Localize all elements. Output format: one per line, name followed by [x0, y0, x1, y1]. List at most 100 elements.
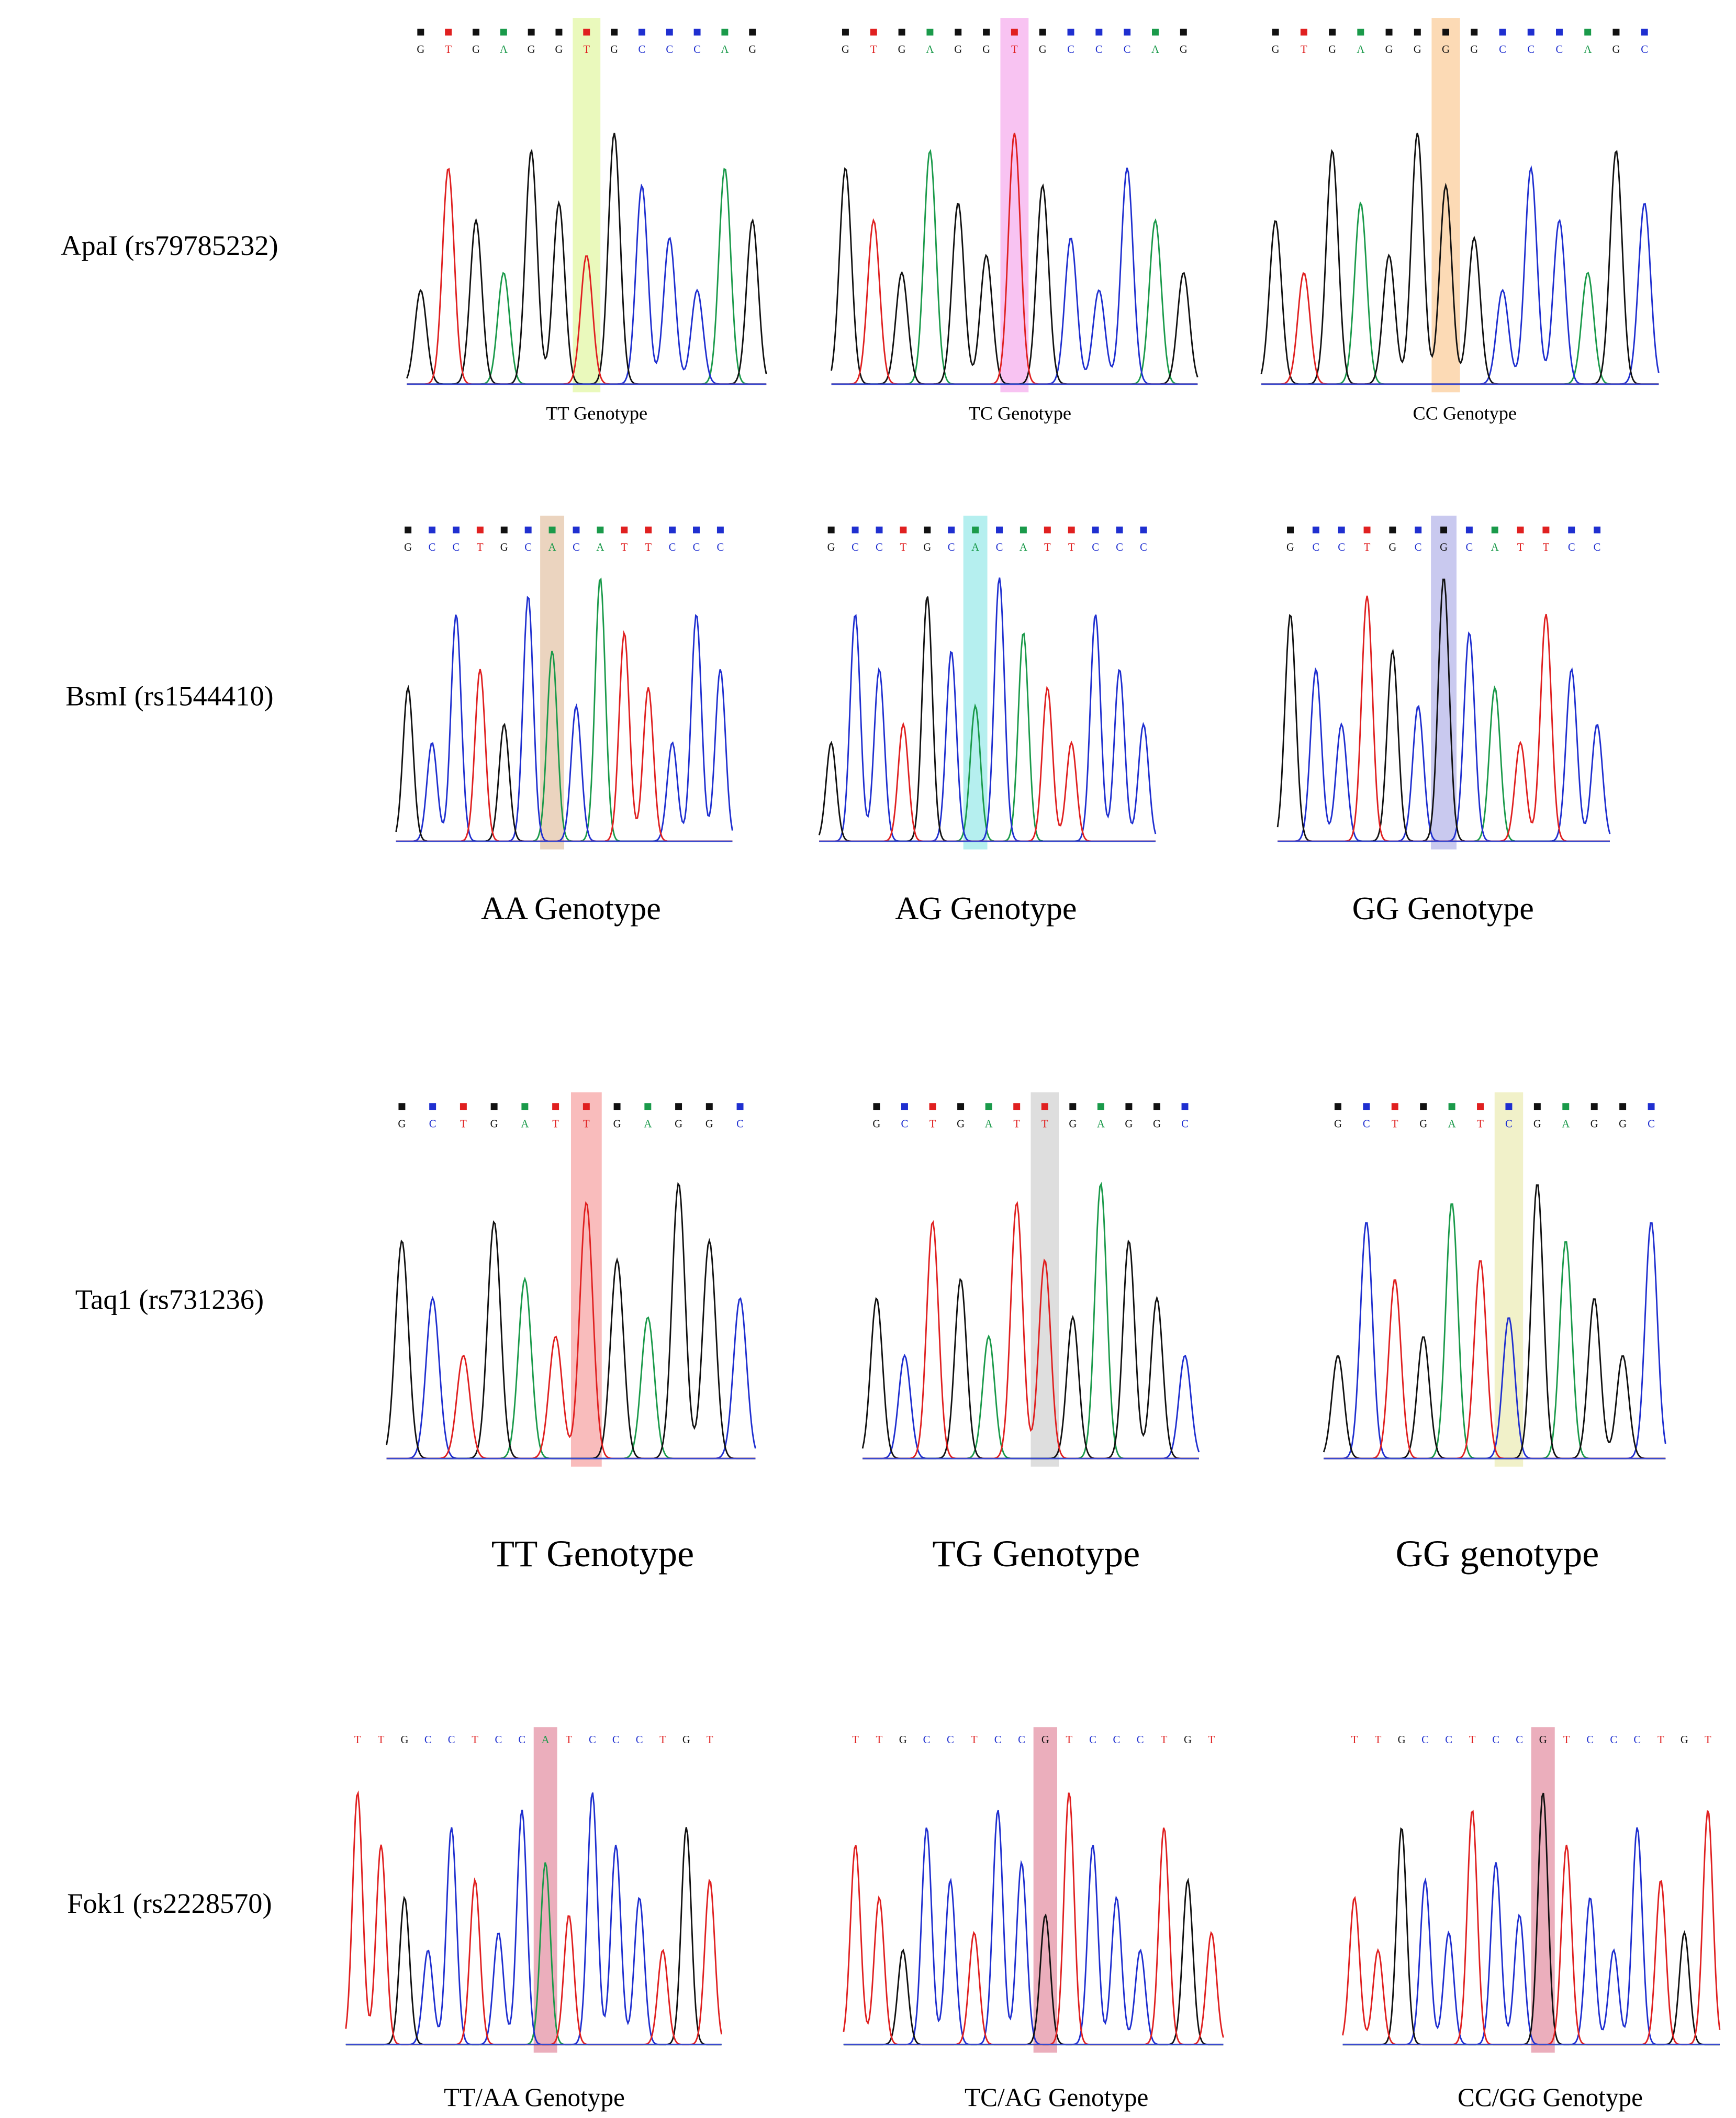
base-square [452, 526, 460, 533]
base-square [1312, 526, 1319, 533]
base-letter: A [926, 44, 934, 55]
base-letter: T [645, 542, 652, 553]
base-square [429, 1103, 436, 1110]
base-letter: A [1357, 44, 1364, 55]
base-letter: C [876, 542, 883, 553]
base-letter: A [542, 1734, 550, 1746]
base-letter: T [378, 1734, 385, 1746]
base-letter: G [705, 1118, 713, 1130]
highlight-band [1494, 1092, 1524, 1467]
base-letter: C [1648, 1118, 1655, 1130]
base-letter: G [1286, 542, 1294, 553]
base-letter: G [398, 1118, 406, 1130]
highlight-band [1000, 18, 1029, 393]
base-letter: C [1113, 1734, 1120, 1746]
base-letter: A [971, 542, 979, 553]
base-square [1300, 28, 1307, 36]
base-square [398, 1103, 406, 1110]
base-letter: G [404, 542, 412, 553]
base-square [1013, 1103, 1021, 1110]
base-square [1414, 28, 1421, 36]
base-square [429, 526, 436, 533]
base-square [1095, 28, 1103, 36]
base-square [1641, 28, 1648, 36]
base-letter: G [1328, 44, 1336, 55]
base-letter: G [1039, 44, 1047, 55]
base-square [1363, 526, 1371, 533]
base-letter: C [1116, 542, 1123, 553]
base-letter: G [1612, 44, 1620, 55]
base-square [842, 28, 849, 36]
base-letter: C [666, 44, 673, 55]
base-letter: G [957, 1118, 965, 1130]
base-square [555, 28, 563, 36]
base-square [524, 526, 532, 533]
base-letter: C [1568, 542, 1575, 553]
base-letter: A [1020, 542, 1027, 553]
chromatogram: G C T G A T C G A G G C GG genotype [1323, 1092, 1666, 1575]
base-square [417, 28, 424, 36]
base-letter: G [1619, 1118, 1627, 1130]
base-letter: C [524, 542, 532, 553]
base-letter: C [1556, 44, 1563, 55]
base-square [405, 526, 412, 533]
base-letter: G [675, 1118, 682, 1130]
base-square [490, 1103, 498, 1110]
base-square [1041, 1103, 1048, 1110]
base-letter: T [472, 1734, 478, 1746]
base-letter: C [1610, 1734, 1617, 1746]
base-square [473, 28, 479, 36]
base-square [1415, 526, 1422, 533]
base-square [1491, 526, 1498, 533]
base-square [583, 28, 590, 36]
genotype-label: AG Genotype [895, 891, 1077, 927]
base-square [827, 526, 835, 533]
chromatogram: G C T G A T T G A G G C TG Genotype [861, 1092, 1200, 1575]
base-letter: G [1398, 1734, 1406, 1746]
base-letter: G [613, 1118, 621, 1130]
base-square [613, 1103, 621, 1110]
base-letter: G [1388, 542, 1396, 553]
base-letter: A [521, 1118, 529, 1130]
highlight-band [1431, 516, 1457, 850]
base-letter: C [424, 1734, 432, 1746]
base-letter: G [1041, 1734, 1049, 1746]
base-square [1153, 1103, 1160, 1110]
base-letter: G [748, 44, 756, 55]
base-square [1648, 1103, 1655, 1110]
highlight-band [570, 1092, 602, 1467]
base-square [1562, 1103, 1570, 1110]
base-letter: C [996, 542, 1003, 553]
base-square [1385, 28, 1393, 36]
base-letter: G [1272, 44, 1280, 55]
base-square [1517, 526, 1524, 533]
base-square [721, 28, 729, 36]
base-letter: T [870, 44, 877, 55]
base-letter: G [1334, 1118, 1342, 1130]
base-letter: G [417, 44, 424, 55]
base-letter: C [1633, 1734, 1641, 1746]
base-square [1097, 1103, 1104, 1110]
row-label: BsmI (rs1544410) [65, 680, 273, 711]
base-square [852, 526, 859, 533]
base-letter: T [1044, 542, 1051, 553]
base-letter: T [1364, 542, 1371, 553]
base-letter: T [1705, 1734, 1711, 1746]
base-square [1499, 28, 1506, 36]
base-square [1020, 526, 1027, 533]
genotype-label: TC Genotype [969, 403, 1071, 424]
base-letter: G [500, 542, 508, 553]
base-square [716, 526, 724, 533]
base-square [983, 28, 990, 36]
base-square [924, 526, 931, 533]
highlight-band [573, 18, 601, 393]
base-letter: C [948, 542, 955, 553]
base-square [666, 28, 673, 36]
base-letter: C [1089, 1734, 1096, 1746]
base-square [1068, 526, 1075, 533]
base-square [985, 1103, 992, 1110]
base-letter: G [872, 1118, 880, 1130]
base-square [621, 526, 628, 533]
base-square [972, 526, 979, 533]
base-square [1357, 28, 1364, 36]
